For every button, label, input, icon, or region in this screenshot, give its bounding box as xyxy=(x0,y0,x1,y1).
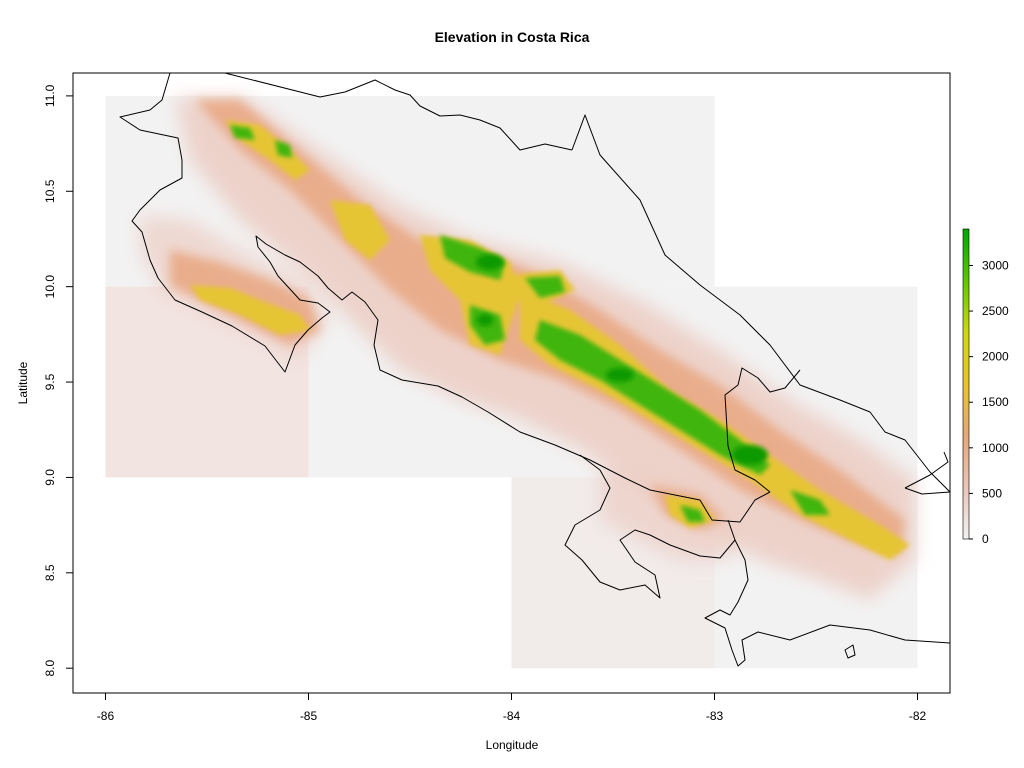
y-tick-label: 8.0 xyxy=(43,660,57,677)
pacific-coast-north xyxy=(119,73,771,523)
elevation-summits xyxy=(476,254,768,465)
legend-colorbar xyxy=(962,228,970,540)
map-area xyxy=(105,73,950,669)
legend-tick-label: 2500 xyxy=(982,304,1009,318)
legend-tick-label: 1000 xyxy=(982,441,1009,455)
y-tick-label: 11.0 xyxy=(43,84,57,107)
x-tick-label: -82 xyxy=(909,709,927,723)
coastline-and-borders xyxy=(119,73,950,667)
x-tick-label: -84 xyxy=(503,709,521,723)
y-tick-label: 8.5 xyxy=(43,564,57,581)
legend-tick-label: 3000 xyxy=(982,258,1009,272)
panama-caribbean xyxy=(904,451,949,489)
x-axis-label: Longitude xyxy=(486,738,539,752)
raster-tile-2 xyxy=(511,95,715,287)
y-tick-label: 10.5 xyxy=(43,179,57,203)
x-tick-label: -85 xyxy=(300,709,318,723)
osa-peninsula xyxy=(564,454,736,599)
panama-border xyxy=(724,367,801,493)
y-tick-label: 9.5 xyxy=(43,373,57,390)
nicoya-gulf-island xyxy=(844,644,856,659)
y-tick-label: 10.0 xyxy=(43,275,57,299)
chart-title: Elevation in Costa Rica xyxy=(435,29,590,45)
y-axis-label: Latitude xyxy=(16,361,30,404)
nicaragua-border xyxy=(224,73,573,151)
y-tick-label: 9.0 xyxy=(43,469,57,486)
x-tick-label: -83 xyxy=(706,709,724,723)
legend-tick-label: 2000 xyxy=(982,350,1009,364)
x-axis: -86 -85 -84 -83 -82 xyxy=(97,692,927,723)
legend-tick-label: 0 xyxy=(982,532,989,546)
legend-ticks: 0 500 1000 1500 2000 2500 3000 xyxy=(969,258,1009,546)
y-axis: 8.0 8.5 9.0 9.5 10.0 10.5 11.0 xyxy=(43,84,74,677)
color-legend: 0 500 1000 1500 2000 2500 3000 xyxy=(962,228,1009,546)
panama-coast xyxy=(704,539,950,667)
legend-tick-label: 500 xyxy=(982,486,1002,500)
x-tick-label: -86 xyxy=(97,709,115,723)
legend-tick-label: 1500 xyxy=(982,395,1009,409)
caribbean-coast xyxy=(571,114,950,495)
